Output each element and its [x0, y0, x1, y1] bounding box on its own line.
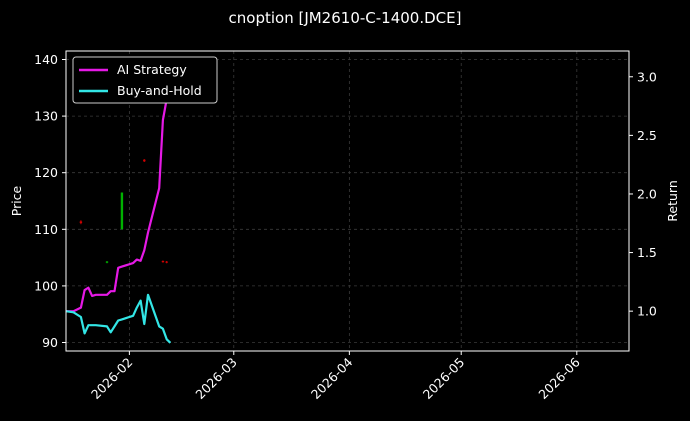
y-tick-label: 140 [34, 52, 58, 67]
y-tick-label: 120 [34, 165, 58, 180]
chart-title: cnoption [JM2610-C-1400.DCE] [229, 9, 462, 27]
candle-body [161, 261, 165, 263]
y-axis-label: Price [9, 185, 24, 216]
y-tick-label: 100 [34, 278, 58, 293]
y2-tick-label: 2.0 [637, 186, 657, 201]
candle-body [143, 159, 146, 162]
candle-body [165, 261, 168, 263]
y-tick-label: 110 [34, 222, 58, 237]
y2-axis-label: Return [665, 180, 680, 221]
y2-tick-label: 1.5 [637, 245, 657, 260]
y-tick-label: 90 [42, 335, 58, 350]
legend-label-buy-and-hold: Buy-and-Hold [117, 83, 202, 98]
legend-box [72, 56, 218, 104]
candle-body [105, 261, 109, 263]
y2-tick-label: 3.0 [637, 69, 657, 84]
series-line-buy-and-hold [65, 293, 172, 344]
return-series [65, 70, 172, 344]
plot-frame [65, 50, 630, 352]
series-line-ai-strategy [66, 70, 172, 313]
legend-label-ai-strategy: AI Strategy [117, 62, 187, 77]
y2-tick-label: 1.0 [637, 304, 657, 319]
price-candles [79, 159, 168, 264]
candle-body [120, 192, 124, 230]
candle-body [79, 221, 83, 224]
legend: AI Strategy Buy-and-Hold [72, 56, 218, 104]
y2-tick-label: 2.5 [637, 128, 657, 143]
y-tick-label: 130 [34, 109, 58, 124]
return-axis: 1.0 1.5 2.0 2.5 3.0 [629, 69, 657, 319]
price-axis: 90 100 110 120 130 140 [34, 52, 66, 350]
